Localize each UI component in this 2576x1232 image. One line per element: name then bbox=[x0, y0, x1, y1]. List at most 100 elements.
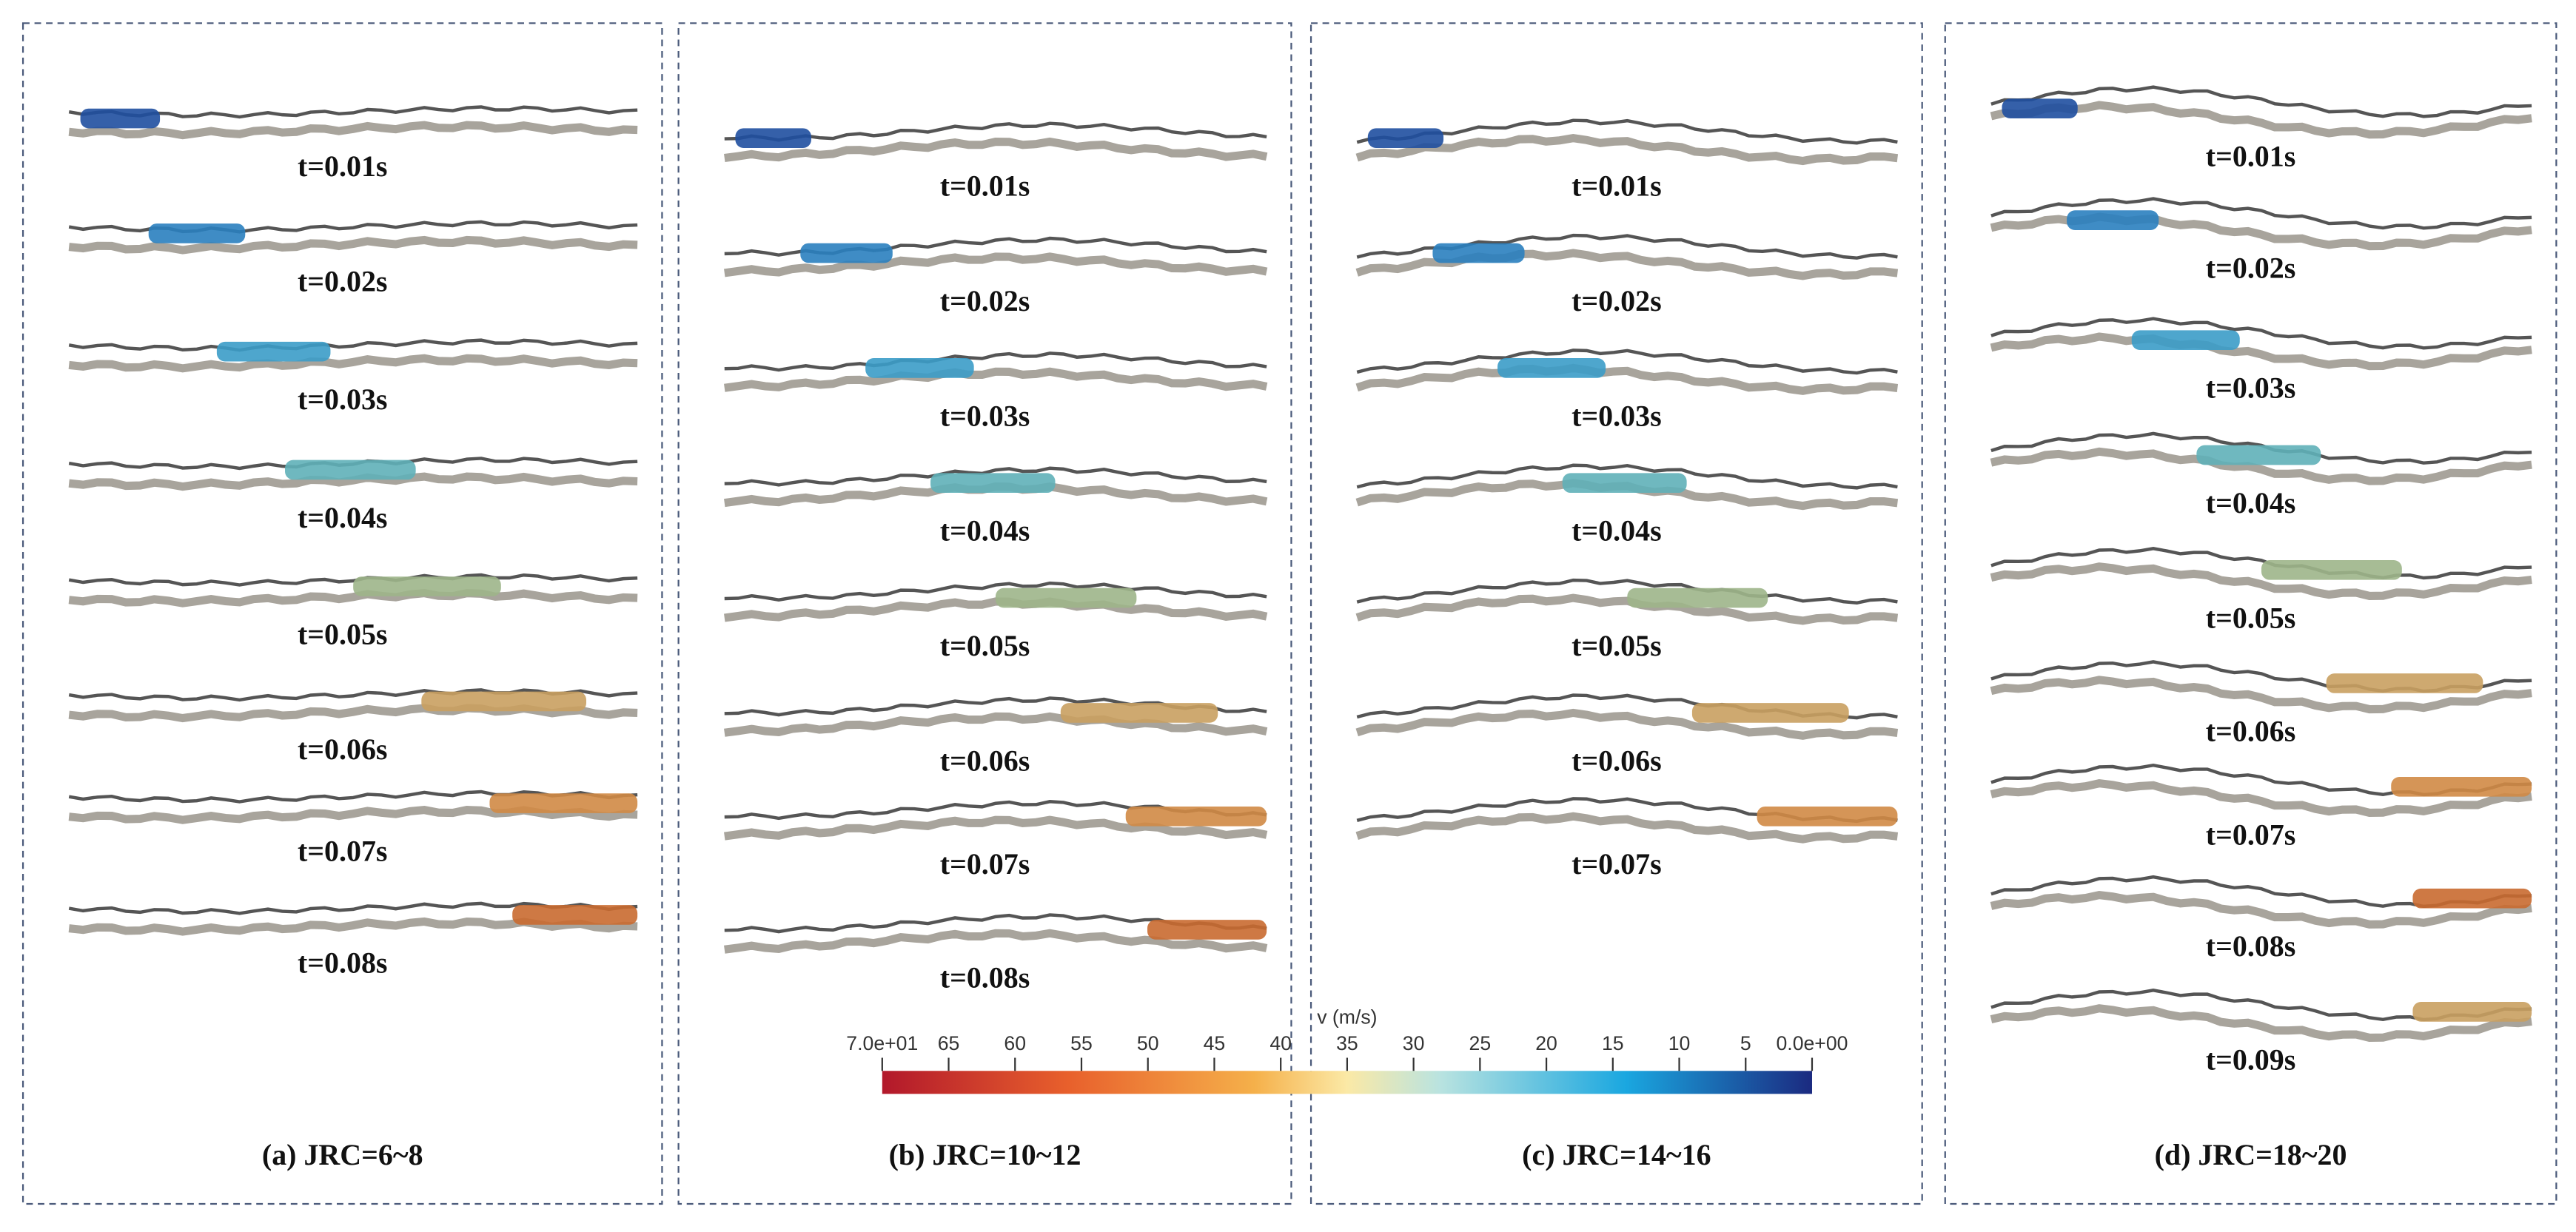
particle-flow bbox=[2412, 1002, 2532, 1022]
colorbar-label: 45 bbox=[1204, 1032, 1226, 1054]
fracture-upper bbox=[1356, 118, 1898, 145]
fracture-lower bbox=[1990, 1004, 2532, 1042]
fracture-lower bbox=[1990, 676, 2532, 714]
colorbar-label: 35 bbox=[1336, 1032, 1358, 1054]
fracture-lower bbox=[68, 917, 638, 936]
colorbar-label: 50 bbox=[1137, 1032, 1159, 1054]
colorbar-label: 65 bbox=[938, 1032, 960, 1054]
time-label: t=0.09s bbox=[2206, 1043, 2296, 1076]
particle-flow bbox=[800, 243, 893, 263]
time-label: t=0.06s bbox=[2206, 714, 2296, 747]
fracture-lower bbox=[1355, 708, 1899, 740]
panel-border bbox=[21, 22, 663, 1205]
particle-flow bbox=[216, 341, 331, 362]
fracture-lower bbox=[1990, 890, 2532, 929]
fracture-lower bbox=[724, 367, 1268, 392]
colorbar-label: 25 bbox=[1469, 1032, 1492, 1054]
time-label: t=0.05s bbox=[2206, 601, 2296, 634]
fracture-lower bbox=[724, 929, 1268, 954]
fracture-upper bbox=[1990, 197, 2532, 230]
fracture-lower bbox=[68, 235, 638, 255]
fracture-lower bbox=[1990, 562, 2532, 600]
colorbar-title: v (m/s) bbox=[1317, 1006, 1377, 1028]
colorbar-label: 20 bbox=[1535, 1032, 1557, 1054]
fracture-upper bbox=[1990, 317, 2532, 350]
time-label: t=0.01s bbox=[298, 149, 388, 183]
colorbar-gradient bbox=[882, 1071, 1812, 1094]
time-label: t=0.01s bbox=[1572, 169, 1662, 203]
fracture-upper bbox=[724, 351, 1267, 372]
time-label: t=0.07s bbox=[1572, 847, 1662, 881]
colorbar-label: 5 bbox=[1740, 1032, 1751, 1054]
time-label: t=0.06s bbox=[1572, 744, 1662, 777]
panel-border bbox=[1309, 22, 1923, 1205]
colorbar-label: 7.0e+01 bbox=[846, 1032, 918, 1054]
fracture-lower bbox=[68, 354, 638, 373]
colorbar-label: 30 bbox=[1403, 1032, 1425, 1054]
fracture-upper bbox=[724, 581, 1267, 602]
time-label: t=0.03s bbox=[940, 399, 1030, 432]
fracture-upper bbox=[68, 338, 638, 352]
fracture-lower bbox=[1355, 363, 1899, 395]
particle-flow bbox=[1691, 703, 1849, 723]
time-label: t=0.02s bbox=[940, 284, 1030, 317]
time-label: t=0.02s bbox=[2206, 252, 2296, 285]
fracture-lower bbox=[68, 806, 638, 824]
fracture-upper bbox=[724, 121, 1267, 142]
fracture-lower bbox=[724, 252, 1268, 277]
colorbar-label: 15 bbox=[1602, 1032, 1624, 1054]
particle-flow bbox=[2412, 888, 2532, 909]
time-label: t=0.05s bbox=[1572, 629, 1662, 662]
colorbar-label: 10 bbox=[1668, 1032, 1691, 1054]
panel-border bbox=[1944, 22, 2557, 1205]
particle-flow bbox=[421, 691, 587, 712]
time-label: t=0.08s bbox=[2206, 929, 2296, 963]
fracture-lower bbox=[1990, 779, 2532, 817]
time-label: t=0.03s bbox=[1572, 399, 1662, 432]
fracture-lower bbox=[724, 137, 1268, 163]
particle-flow bbox=[1147, 920, 1267, 940]
particle-flow bbox=[353, 576, 501, 596]
fracture-lower bbox=[1990, 101, 2532, 139]
panel-caption: (d) JRC=18~20 bbox=[2155, 1138, 2347, 1171]
fracture-lower bbox=[724, 712, 1268, 737]
fracture-lower bbox=[1355, 134, 1899, 166]
particle-flow bbox=[995, 588, 1137, 608]
particle-flow bbox=[2002, 98, 2078, 119]
time-label: t=0.07s bbox=[2206, 818, 2296, 851]
particle-flow bbox=[2326, 673, 2483, 693]
time-label: t=0.08s bbox=[940, 960, 1030, 994]
fracture-lower bbox=[68, 472, 638, 491]
fracture-lower bbox=[68, 121, 638, 140]
particle-flow bbox=[489, 793, 638, 813]
particle-flow bbox=[1432, 243, 1525, 263]
fracture-lower bbox=[724, 815, 1268, 841]
fracture-upper bbox=[1990, 85, 2532, 118]
particle-flow bbox=[930, 473, 1056, 494]
colorbar-label: 40 bbox=[1269, 1032, 1292, 1054]
particle-flow bbox=[148, 223, 246, 243]
time-label: t=0.08s bbox=[298, 946, 388, 979]
particle-flow bbox=[1367, 128, 1444, 148]
time-label: t=0.02s bbox=[1572, 284, 1662, 317]
fracture-lower bbox=[68, 704, 638, 723]
panel-caption: (c) JRC=14~16 bbox=[1522, 1138, 1711, 1171]
time-label: t=0.04s bbox=[2206, 486, 2296, 519]
fracture-upper bbox=[1356, 349, 1898, 375]
time-label: t=0.01s bbox=[2206, 140, 2296, 173]
particle-flow bbox=[285, 460, 416, 480]
fracture-lower bbox=[1355, 812, 1899, 844]
time-label: t=0.07s bbox=[940, 847, 1030, 881]
particle-flow bbox=[735, 128, 811, 148]
fracture-lower bbox=[1990, 332, 2532, 371]
time-label: t=0.06s bbox=[298, 733, 388, 766]
time-label: t=0.04s bbox=[940, 514, 1030, 548]
time-label: t=0.04s bbox=[298, 501, 388, 534]
time-label: t=0.03s bbox=[2206, 371, 2296, 405]
panels: t=0.01s t=0.02s t=0.03s t=0.04s t=0.05s t=0.0… bbox=[21, 22, 2557, 1205]
fracture-lower bbox=[1355, 593, 1899, 625]
fracture-lower bbox=[724, 597, 1268, 622]
colorbar-label: 55 bbox=[1070, 1032, 1093, 1054]
particle-flow bbox=[1757, 806, 1898, 827]
time-label: t=0.07s bbox=[298, 834, 388, 867]
